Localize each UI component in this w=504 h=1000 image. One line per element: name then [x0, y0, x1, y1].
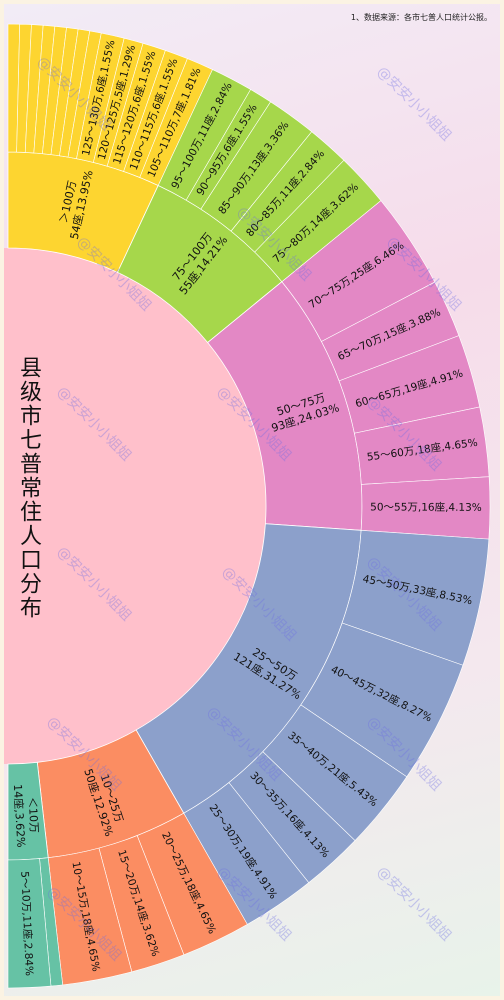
- outer-segment: [7, 858, 52, 989]
- inner-label: ＜10万: [26, 797, 41, 834]
- inner-label-detail: 14座,3.62%: [11, 784, 29, 848]
- watermark: @安安小小姐姐: [374, 64, 455, 145]
- watermark: @安安小小姐姐: [374, 864, 455, 945]
- outer-label: 50～55万,16座,4.13%: [370, 500, 482, 513]
- center-disc: [4, 248, 266, 764]
- chart-title: 县级市七普常住人口分布: [16, 356, 41, 620]
- outer-label: 5～10万,11座,2.84%: [18, 871, 36, 976]
- chart: ＞100万54座,13.95%125～130万,6座,1.55%120～125万…: [4, 23, 491, 989]
- source-note: 1、数据来源：各市七普人口统计公报。: [350, 13, 492, 22]
